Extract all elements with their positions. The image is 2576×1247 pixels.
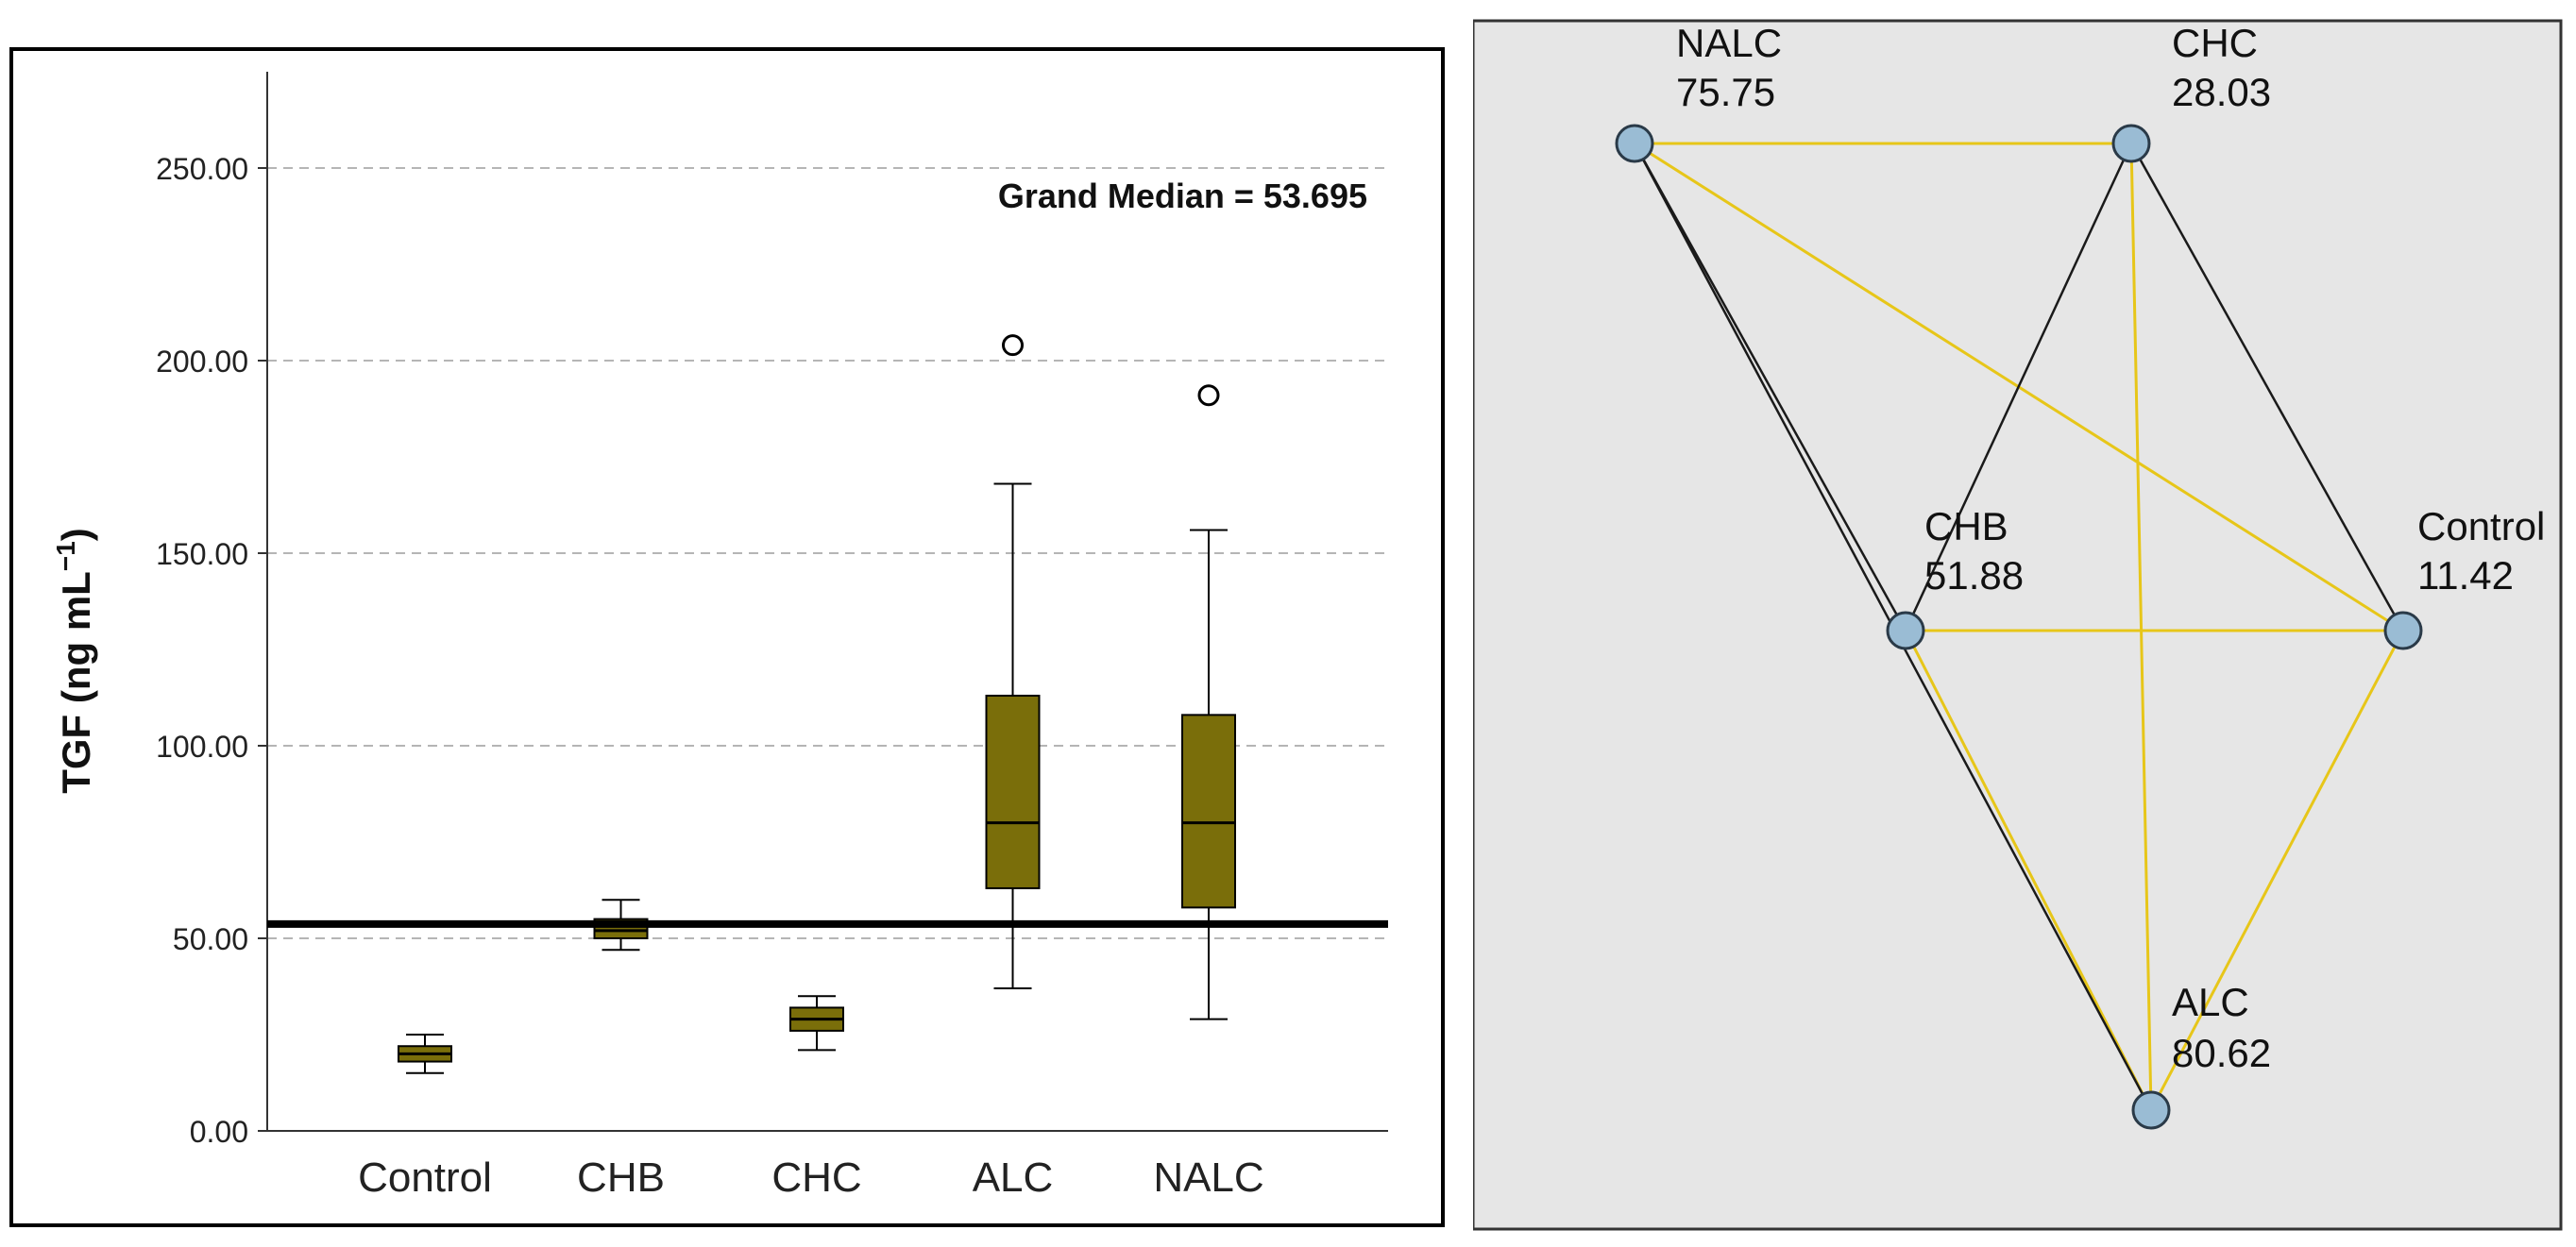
x-tick-label: CHB (577, 1154, 665, 1201)
y-axis-title-close: ) (54, 528, 98, 541)
box-nalc (1181, 384, 1236, 1020)
outlier-point (1002, 334, 1024, 357)
node-label-nalc: NALC (1676, 21, 1782, 65)
y-tick-label: 200.00 (156, 345, 248, 379)
node-value-nalc: 75.75 (1676, 70, 1775, 114)
y-axis-title: TGF (ng mL−1) (51, 528, 98, 794)
iqr-box (1181, 714, 1236, 909)
node-label-chb: CHB (1924, 504, 2008, 548)
boxplot-frame (9, 47, 1445, 1227)
node-label-chc: CHC (2172, 21, 2258, 65)
box-chc (789, 995, 844, 1052)
node-control (2383, 611, 2423, 650)
y-tick-label: 50.00 (173, 922, 248, 956)
network-diagram: NALC 75.75 CHC 28.03 CHB 51.88 Control 11.42 ALC… (1473, 19, 2563, 1231)
y-axis-title-superscript: −1 (51, 541, 80, 571)
x-tick-label: ALC (973, 1154, 1054, 1201)
x-tick-label: CHC (771, 1154, 861, 1201)
y-tick-label: 150.00 (156, 537, 248, 571)
node-value-chb: 51.88 (1924, 553, 2024, 598)
outlier-point (1197, 384, 1220, 407)
y-tick-label: 0.00 (190, 1115, 248, 1149)
y-axis-title-main: TGF (ng mL (54, 571, 98, 794)
node-nalc (1615, 124, 1654, 163)
node-chc (2111, 124, 2151, 163)
box-alc (985, 334, 1041, 990)
y-tick-label: 100.00 (156, 730, 248, 764)
network-background (1473, 19, 2563, 1231)
edge-nalc-chb (1633, 143, 1907, 632)
node-value-chc: 28.03 (2172, 70, 2271, 114)
reference-line-label: Grand Median = 53.695 (998, 177, 1367, 215)
edge-chb-alc (1904, 630, 2153, 1111)
edge-chc-alc (2129, 143, 2153, 1111)
x-tick-label: Control (358, 1154, 492, 1201)
x-tick-label: NALC (1153, 1154, 1263, 1201)
iqr-box (985, 694, 1041, 889)
y-tick-label: 250.00 (156, 152, 248, 186)
edge-chc-control (2129, 143, 2405, 632)
node-label-control: Control (2417, 504, 2545, 548)
edge-control-alc (2149, 630, 2405, 1111)
box-control (398, 1034, 452, 1074)
edge-chc-chb (1904, 143, 2133, 632)
node-value-control: 11.42 (2417, 553, 2514, 598)
node-alc (2131, 1090, 2171, 1130)
node-value-alc: 80.62 (2172, 1031, 2271, 1075)
node-chb (1886, 611, 1925, 650)
boxplot-chart: 0.00 50.00 100.00 150.00 200.00 250.00 Contro… (9, 47, 1445, 1227)
node-label-alc: ALC (2172, 980, 2249, 1024)
box-chb (593, 899, 649, 952)
